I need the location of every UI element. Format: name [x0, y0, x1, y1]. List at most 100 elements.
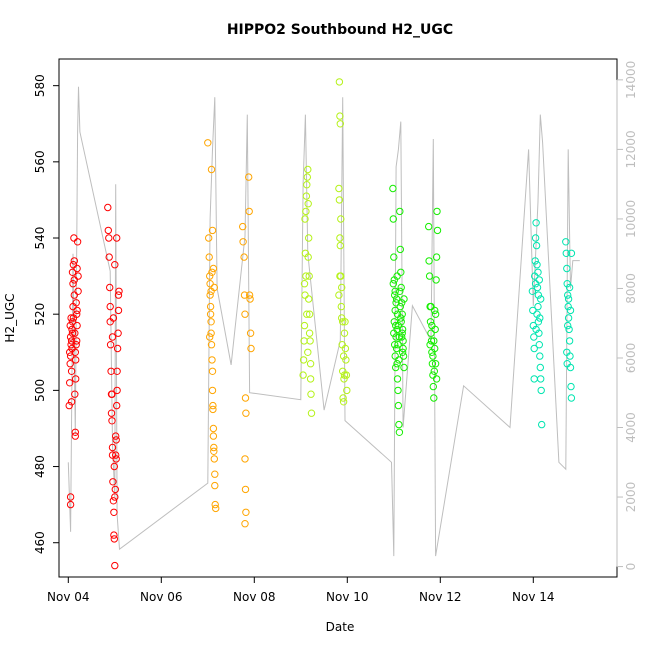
data-point: [299, 371, 307, 379]
data-point: [72, 375, 80, 383]
data-point: [398, 325, 407, 334]
data-point: [303, 181, 311, 189]
data-point: [301, 291, 309, 299]
y-tick-label: 480: [33, 455, 47, 478]
data-point: [531, 234, 540, 242]
data-point: [565, 337, 574, 345]
data-point: [566, 306, 575, 315]
data-point: [533, 283, 542, 292]
data-point: [240, 291, 249, 299]
data-point: [530, 375, 538, 383]
data-point: [389, 280, 397, 288]
data-point: [564, 321, 572, 330]
data-point: [338, 283, 346, 292]
data-point: [242, 409, 250, 417]
data-point: [530, 344, 538, 353]
data-point: [395, 428, 404, 436]
data-point: [341, 344, 350, 353]
data-point: [429, 382, 437, 391]
data-point: [335, 184, 343, 193]
data-point: [430, 367, 438, 375]
data-point: [73, 337, 81, 345]
data-point: [567, 394, 576, 402]
data-point: [390, 318, 398, 326]
data-point: [433, 207, 441, 216]
x-tick-label: Nov 06: [140, 590, 183, 604]
data-point: [341, 318, 349, 326]
data-point: [208, 226, 217, 235]
data-point: [428, 321, 436, 330]
data-point: [562, 238, 570, 246]
data-point: [299, 356, 308, 364]
data-point: [239, 238, 247, 246]
data-point: [433, 226, 442, 235]
data-point: [305, 329, 314, 337]
data-point: [339, 394, 347, 402]
data-point: [431, 360, 440, 368]
data-point: [301, 215, 309, 223]
data-point: [534, 291, 543, 299]
data-point: [390, 253, 398, 261]
data-point: [112, 436, 120, 444]
data-point: [71, 390, 79, 398]
data-point: [426, 318, 435, 326]
y2-tick-label: 6000: [624, 343, 638, 374]
data-point: [392, 295, 401, 303]
data-point: [110, 508, 118, 516]
data-point: [66, 333, 75, 341]
data-point: [72, 299, 80, 307]
data-point: [70, 234, 78, 242]
y-tick-label: 540: [33, 227, 47, 250]
data-point: [302, 272, 310, 280]
data-point: [113, 401, 121, 410]
data-point: [115, 287, 123, 295]
data-point: [400, 363, 408, 372]
data-point: [392, 333, 400, 341]
data-point: [206, 333, 214, 341]
data-point: [340, 329, 349, 337]
data-point: [66, 379, 74, 387]
data-point: [209, 424, 218, 433]
data-point: [389, 215, 397, 223]
data-point: [389, 184, 397, 193]
data-point: [70, 276, 79, 284]
data-point: [340, 371, 349, 379]
altitude-series: [67, 86, 580, 557]
y2-tick-label: 4000: [624, 412, 638, 443]
data-point: [534, 318, 543, 326]
data-point: [429, 352, 437, 360]
x-axis-label: Date: [326, 620, 355, 634]
data-point: [342, 371, 351, 379]
data-point: [209, 432, 218, 440]
data-point: [66, 360, 74, 368]
y-tick-label: 460: [33, 531, 47, 554]
data-point: [428, 360, 437, 368]
y-tick-label: 520: [33, 303, 47, 326]
data-point: [342, 356, 350, 364]
data-point: [563, 348, 571, 356]
data-point: [66, 352, 75, 360]
data-point: [241, 485, 250, 494]
data-point: [108, 333, 117, 341]
data-point: [109, 497, 118, 505]
data-point: [72, 356, 80, 364]
series-flight-1: [65, 203, 123, 570]
data-point: [109, 314, 118, 322]
data-point: [305, 234, 313, 242]
data-point: [394, 386, 402, 395]
data-point: [431, 344, 439, 353]
data-point: [564, 295, 573, 303]
data-point: [337, 215, 345, 223]
data-point: [339, 398, 348, 406]
data-point: [105, 234, 113, 242]
data-point: [392, 321, 400, 330]
data-point: [529, 306, 537, 315]
data-point: [207, 329, 215, 337]
data-point: [393, 272, 401, 280]
data-point: [212, 504, 220, 513]
data-point: [208, 268, 216, 276]
data-point: [336, 234, 344, 242]
data-point: [211, 470, 219, 478]
data-point: [68, 268, 77, 276]
data-point: [537, 375, 545, 383]
